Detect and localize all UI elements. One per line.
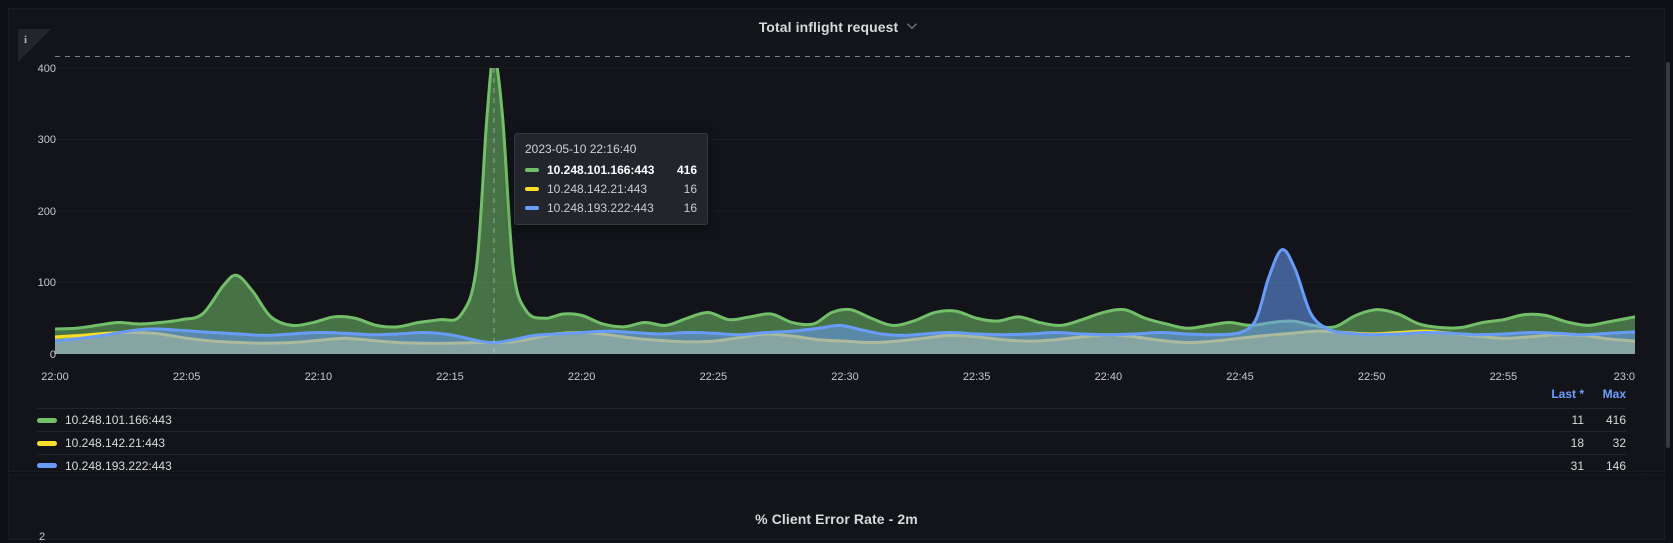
legend-column-max[interactable]: Max: [1602, 387, 1626, 401]
legend-series-name[interactable]: 10.248.142.21:443: [65, 436, 166, 450]
panel-title-menu[interactable]: % Client Error Rate - 2m: [9, 501, 1664, 537]
timeseries-chart[interactable]: [8, 8, 1665, 472]
legend-last-value: 31: [1570, 458, 1584, 473]
tooltip-row: 10.248.101.166:443 416: [525, 163, 697, 177]
series-swatch: [37, 417, 57, 423]
panel-title-menu[interactable]: Total inflight request: [9, 9, 1664, 45]
legend-series-name[interactable]: 10.248.193.222:443: [65, 458, 172, 473]
legend-column-last[interactable]: Last *: [1551, 387, 1584, 401]
tooltip-row: 10.248.193.222:443 16: [525, 201, 697, 215]
legend-row: 10.248.101.166:443 11 416: [37, 408, 1626, 431]
panel-total-inflight-request: Total inflight request i 0 100 200 300 400 2…: [8, 8, 1665, 481]
x-tick-label: 22:30: [831, 371, 859, 383]
x-tick-label: 22:15: [436, 371, 464, 383]
x-tick-label: 22:25: [699, 371, 728, 383]
x-tick-label: 23:0: [1613, 371, 1635, 383]
series-line: [55, 248, 1635, 345]
x-tick-label: 22:45: [1226, 371, 1254, 383]
series-line: [55, 68, 1635, 331]
x-tick-label: 22:00: [41, 371, 69, 383]
x-tick-label: 22:10: [304, 371, 333, 383]
x-tick-label: 22:50: [1357, 371, 1386, 383]
tooltip-series-value: 16: [683, 182, 697, 196]
legend-max-value: 32: [1612, 436, 1626, 450]
series-swatch: [525, 168, 539, 172]
legend-last-value: 18: [1570, 436, 1584, 450]
series-swatch: [37, 440, 57, 446]
info-icon: i: [24, 34, 28, 46]
tooltip-series-name: 10.248.101.166:443: [547, 163, 655, 177]
x-tick-label: 22:20: [567, 371, 596, 383]
legend-row: 10.248.142.21:443 18 32: [37, 431, 1626, 454]
tooltip-timestamp: 2023-05-10 22:16:40: [525, 142, 637, 156]
legend-header: Last * Max: [37, 387, 1626, 408]
y-tick-label: 400: [37, 62, 56, 75]
legend-series-name[interactable]: 10.248.101.166:443: [65, 413, 172, 427]
tooltip-series-name: 10.248.193.222:443: [547, 201, 654, 215]
y-tick-label: 2: [39, 531, 46, 543]
legend-max-value: 146: [1605, 458, 1626, 473]
series-area: [55, 249, 1635, 354]
tooltip-series-name: 10.248.142.21:443: [547, 182, 648, 196]
series-swatch: [37, 463, 57, 468]
panel-title: % Client Error Rate - 2m: [755, 511, 918, 527]
series-area: [55, 68, 1635, 354]
x-tick-label: 22:55: [1489, 371, 1518, 383]
x-tick-label: 22:05: [172, 371, 201, 383]
legend-last-value: 11: [1571, 413, 1584, 427]
series-swatch: [525, 187, 539, 191]
chart-tooltip: 2023-05-10 22:16:40 10.248.101.166:443 4…: [514, 133, 708, 225]
y-tick-label: 200: [37, 205, 56, 218]
panel-client-error-rate: % Client Error Rate - 2m 2: [8, 474, 1665, 543]
y-tick-label: 0: [49, 348, 56, 361]
tooltip-series-value: 416: [676, 163, 697, 177]
y-tick-label: 100: [37, 277, 56, 289]
series-swatch: [525, 206, 539, 210]
y-tick-label: 300: [37, 134, 56, 146]
x-tick-label: 22:35: [962, 371, 991, 383]
legend-max-value: 416: [1605, 413, 1626, 427]
tooltip-row: 10.248.142.21:443 16: [525, 182, 697, 196]
page-scrollbar-thumb[interactable]: [1666, 62, 1670, 448]
tooltip-series-value: 16: [683, 201, 697, 215]
x-tick-label: 22:40: [1094, 371, 1123, 383]
legend-table: Last * Max 10.248.101.166:443 11 416 10.…: [37, 387, 1626, 477]
panel-title: Total inflight request: [758, 19, 899, 35]
